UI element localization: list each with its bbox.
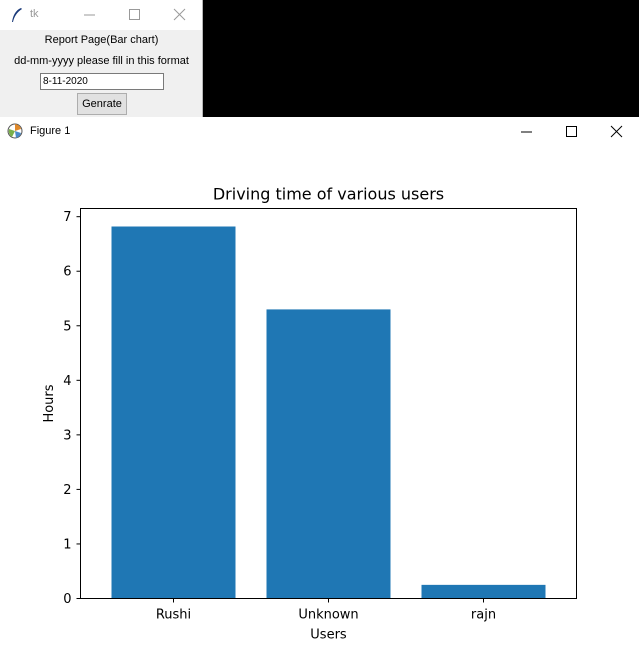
y-tick-label: 4 (63, 374, 71, 389)
date-format-label: dd-mm-yyyy please fill in this format (14, 55, 189, 67)
y-tick-label: 0 (63, 592, 71, 607)
chart-title: Driving time of various users (213, 185, 444, 204)
tk-window: tk Report Page(Bar chart) dd-mm-yyyy ple… (0, 0, 203, 117)
tk-window-title: tk (30, 8, 39, 20)
tk-titlebar: tk (0, 0, 202, 30)
y-tick-label: 6 (63, 265, 71, 280)
bar-unknown (266, 309, 391, 599)
tk-maximize-icon[interactable] (125, 6, 145, 24)
x-tick-label: Unknown (298, 608, 358, 623)
figure-maximize-icon[interactable] (560, 123, 582, 141)
tk-feather-icon (12, 8, 22, 22)
bar-rajn (421, 584, 546, 599)
axes-frame (80, 208, 577, 599)
x-axis-label: Users (310, 628, 347, 643)
y-tick-label: 2 (63, 483, 71, 498)
tk-close-icon[interactable] (170, 6, 190, 24)
bar-rushi (111, 226, 236, 599)
y-tick-label: 1 (63, 537, 71, 552)
date-entry[interactable] (40, 73, 164, 90)
figure-close-icon[interactable] (606, 123, 628, 141)
matplotlib-icon (7, 123, 23, 139)
generate-button[interactable]: Genrate (77, 93, 127, 115)
tk-minimize-icon[interactable] (80, 6, 100, 24)
x-tick-label: rajn (471, 608, 496, 623)
y-axis-label: Hours (42, 384, 57, 422)
figure-minimize-icon[interactable] (515, 123, 537, 141)
y-tick-label: 3 (63, 428, 71, 443)
figure-window-title: Figure 1 (30, 125, 71, 137)
x-tick-label: Rushi (156, 608, 191, 623)
figure-titlebar: Figure 1 (0, 117, 639, 147)
report-page-label: Report Page(Bar chart) (44, 34, 159, 46)
y-tick-label: 7 (63, 210, 71, 225)
y-tick-label: 5 (63, 319, 71, 334)
